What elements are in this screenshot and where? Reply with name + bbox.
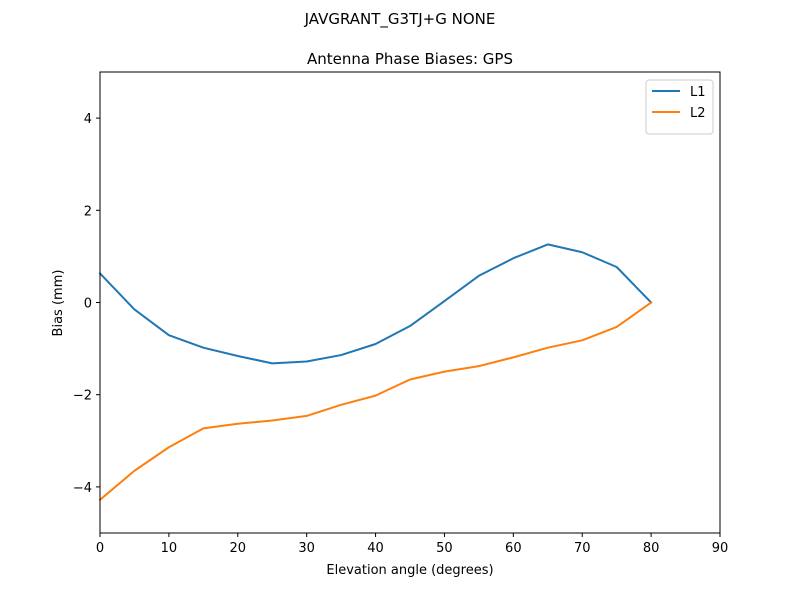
- x-tick-label: 10: [161, 541, 178, 556]
- x-tick-label: 40: [367, 541, 384, 556]
- y-axis-ticks: −4 −2 0 2 4: [73, 112, 100, 496]
- x-tick-label: 90: [712, 541, 729, 556]
- series-line-l1: [98, 243, 653, 365]
- series-layer: [98, 243, 653, 502]
- y-axis-label: Bias (mm): [51, 270, 66, 337]
- y-tick-label: −4: [73, 481, 92, 496]
- x-axis-ticks: 0 10 20 30 40 50 60 70 80 90: [96, 533, 728, 556]
- x-tick-label: 20: [230, 541, 247, 556]
- legend-box: [645, 79, 714, 135]
- x-tick-label: 0: [96, 541, 104, 556]
- y-tick-label: 2: [84, 204, 92, 219]
- figure-suptitle: JAVGRANT_G3TJ+G NONE: [304, 10, 496, 29]
- y-tick-label: −2: [73, 389, 92, 404]
- x-tick-label: 30: [298, 541, 315, 556]
- x-tick-label: 80: [643, 541, 660, 556]
- chart-title: Antenna Phase Biases: GPS: [307, 50, 513, 68]
- legend-label-l1: L1: [690, 85, 706, 100]
- y-tick-label: 0: [84, 297, 92, 312]
- x-tick-label: 60: [505, 541, 522, 556]
- x-tick-label: 50: [436, 541, 453, 556]
- x-tick-label: 70: [574, 541, 591, 556]
- y-tick-label: 4: [84, 112, 92, 127]
- x-axis-label: Elevation angle (degrees): [326, 563, 493, 578]
- series-line-l2: [98, 301, 653, 502]
- legend-label-l2: L2: [690, 106, 706, 121]
